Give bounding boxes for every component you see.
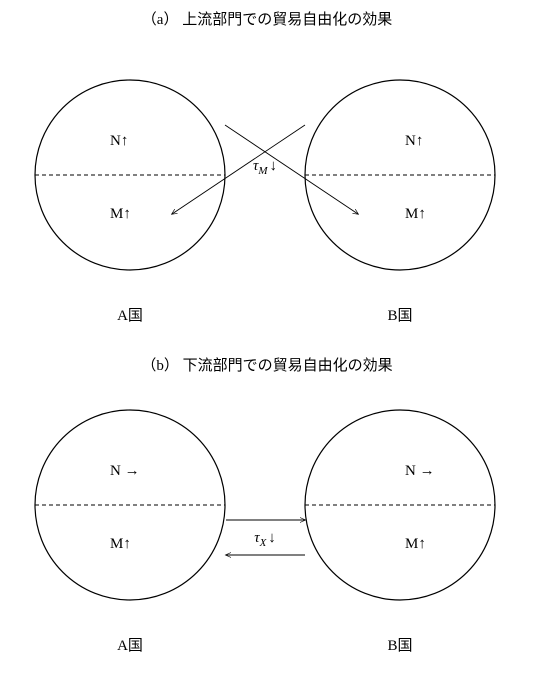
panel-a-right-N: N↑: [405, 133, 423, 149]
diagram-page: （a） 上流部門での貿易自由化の効果 N↑ M↑ A国 N↑ M↑ B国 τM↓…: [0, 0, 535, 674]
panel-b-title: （b） 下流部門での貿易自由化の効果: [141, 357, 392, 374]
panel-a-left-N: N↑: [110, 133, 128, 149]
panel-a-arrow-1: [172, 125, 305, 214]
panel-a-left-country: A国: [117, 307, 143, 324]
panel-a-right-M: M↑: [405, 206, 426, 222]
panel-a-arrow-2: [225, 125, 358, 214]
panel-a-title: （a） 上流部門での貿易自由化の効果: [142, 11, 392, 28]
panel-b-right-country: B国: [387, 637, 412, 654]
panel-b-tau: τX↓: [254, 530, 276, 549]
panel-b-right-N: N →: [405, 463, 435, 479]
diagram-svg: （a） 上流部門での貿易自由化の効果 N↑ M↑ A国 N↑ M↑ B国 τM↓…: [0, 0, 535, 674]
panel-a-left-M: M↑: [110, 206, 131, 222]
panel-a-tau: τM↓: [253, 158, 277, 177]
panel-b-left-N: N →: [110, 463, 140, 479]
panel-a-right-country: B国: [387, 307, 412, 324]
panel-b-left-M: M↑: [110, 536, 131, 552]
panel-b-left-country: A国: [117, 637, 143, 654]
panel-b-right-M: M↑: [405, 536, 426, 552]
